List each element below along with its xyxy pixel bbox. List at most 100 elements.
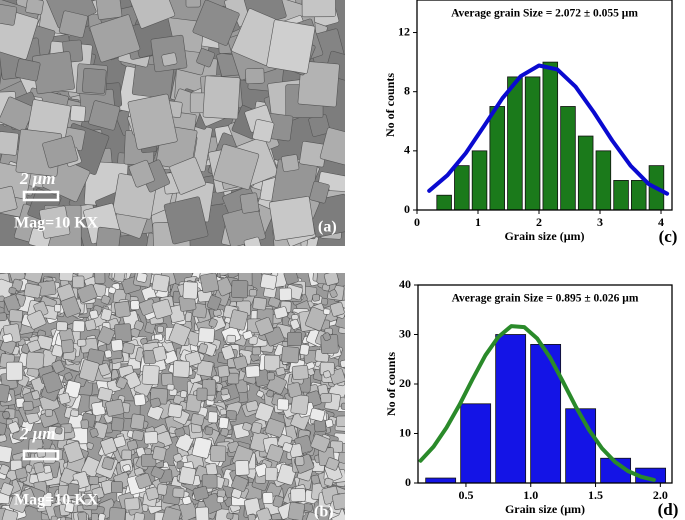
grain [325, 457, 340, 471]
grain [36, 447, 46, 458]
panel-label: (a) [318, 219, 337, 236]
grain [151, 273, 170, 293]
grain [77, 338, 87, 347]
grain [287, 501, 305, 520]
grain [0, 312, 7, 322]
grain [220, 427, 229, 437]
grain [192, 485, 209, 501]
grain [100, 308, 113, 321]
x-tick-label: 2.0 [653, 488, 668, 502]
grain [217, 489, 226, 498]
grain [27, 339, 41, 353]
grain [281, 346, 300, 364]
grain [254, 402, 274, 423]
x-tick-label: 0.5 [458, 488, 473, 502]
y-tick-label: 12 [398, 24, 410, 38]
x-tick-label: 1.0 [523, 488, 538, 502]
grain [141, 364, 160, 386]
grain [332, 492, 345, 510]
grain [252, 119, 275, 143]
grain [198, 327, 215, 343]
grain [61, 339, 75, 354]
grain [199, 273, 219, 294]
grain [242, 330, 253, 340]
grain [319, 127, 345, 168]
magnification: Mag=10 KX [14, 215, 99, 232]
grain [97, 387, 113, 402]
bar [489, 106, 505, 211]
grain [256, 507, 272, 520]
grain [76, 283, 98, 303]
grain [133, 512, 145, 520]
grain [323, 308, 331, 315]
grain [234, 460, 250, 476]
grain [81, 68, 107, 94]
grain [70, 409, 79, 417]
grain [250, 421, 263, 434]
grain [245, 365, 261, 378]
y-tick-label: 8 [404, 83, 410, 97]
grain [64, 502, 75, 513]
grain [8, 287, 17, 295]
grain [169, 156, 206, 195]
grain [91, 401, 106, 416]
grain [275, 366, 286, 376]
grain [114, 323, 132, 343]
scale-label: 2 μm [19, 169, 55, 188]
grain [264, 466, 278, 482]
grain [69, 105, 86, 122]
bar [565, 408, 597, 484]
grain [0, 482, 14, 496]
grain [14, 467, 28, 480]
grain [136, 273, 148, 283]
grain [94, 273, 106, 284]
grain [219, 408, 227, 416]
grain [266, 389, 274, 398]
grain [180, 390, 188, 399]
grain [42, 135, 79, 169]
grain [108, 507, 126, 520]
grain [55, 427, 63, 435]
grain [31, 390, 41, 401]
bar [577, 135, 594, 211]
grain [166, 383, 175, 391]
grain [108, 286, 116, 295]
grain [168, 322, 191, 347]
grain [133, 320, 145, 331]
grain [124, 371, 141, 389]
grain [0, 131, 19, 156]
grain [167, 403, 183, 418]
grain [329, 289, 338, 298]
grain [266, 19, 316, 74]
grain [251, 346, 262, 356]
x-tick-label: 2 [536, 215, 542, 229]
grain [290, 488, 306, 502]
grain [324, 477, 334, 487]
grain [100, 437, 118, 455]
grain [122, 463, 132, 473]
grain [101, 456, 115, 471]
grain [2, 410, 11, 420]
grain [322, 332, 331, 341]
grain [5, 361, 23, 381]
chart-title: Average grain Size = 2.072 ± 0.055 μm [451, 8, 638, 20]
grain [26, 310, 47, 330]
grain [231, 475, 249, 492]
grain [309, 407, 326, 422]
grain [281, 154, 300, 172]
grain [231, 279, 249, 299]
grain [54, 304, 62, 313]
grain [0, 3, 18, 26]
grain [198, 343, 208, 354]
grain [89, 427, 99, 438]
grain [64, 380, 82, 399]
grain [111, 481, 123, 494]
panel-label: (d) [658, 500, 679, 519]
grain [264, 418, 286, 438]
grain [0, 445, 13, 463]
grain [78, 359, 100, 382]
grain [72, 275, 85, 289]
plot-frame [416, 0, 673, 211]
fit-curve [427, 63, 670, 196]
grain [276, 463, 297, 486]
